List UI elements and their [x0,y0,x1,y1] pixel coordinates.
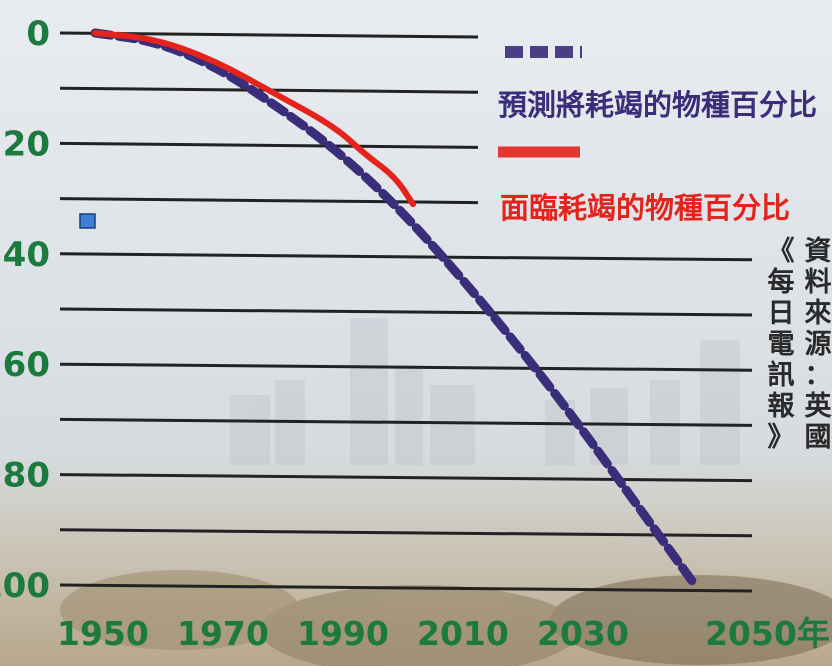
small-square-marker [79,213,96,229]
legend-label-predicted: 預測將耗竭的物種百分比 [498,88,817,122]
legend-label-observed: 面臨耗竭的物種百分比 [500,191,790,225]
gridline [59,252,753,262]
source-note: 資料來源：英國《每日電訊報》 [768,236,832,453]
series-line-observed [92,30,416,208]
source-text-column: 資料來源：英國 [805,236,832,453]
background-rocks [60,570,832,666]
series-layer [90,28,700,590]
x-tick-label: 1950 [57,614,149,653]
y-tick-label: 0 [26,14,50,54]
gridline [59,141,479,149]
x-tick-label: 2030 [537,614,629,653]
gridline [59,583,753,593]
background-skyline [230,318,740,465]
y-tick-label: 20 [3,124,50,164]
source-text-column: 《每日電訊報》 [768,236,796,453]
y-tick-label: 60 [3,345,50,385]
x-tick-label: 1990 [297,614,389,653]
gridline [59,307,753,317]
y-axis-ticks: 0 20 40 60 80 100 [0,14,50,606]
x-tick-label: 1970 [177,614,269,653]
x-axis-ticks: 1950 1970 1990 2010 2030 2050年 [57,614,830,653]
gridlines [59,31,753,593]
x-tick-label: 2050年 [705,614,830,653]
gridline [59,473,753,483]
x-tick-label: 2010 [417,614,509,653]
series-line-predicted [90,28,700,590]
gridline [59,417,753,427]
gridline [59,197,479,205]
y-tick-label: 40 [3,235,50,275]
gridline [59,528,753,538]
gridline [59,362,753,372]
y-tick-label: 100 [0,566,50,606]
legend: 預測將耗竭的物種百分比 面臨耗竭的物種百分比 [498,46,817,225]
y-tick-label: 80 [3,456,50,496]
